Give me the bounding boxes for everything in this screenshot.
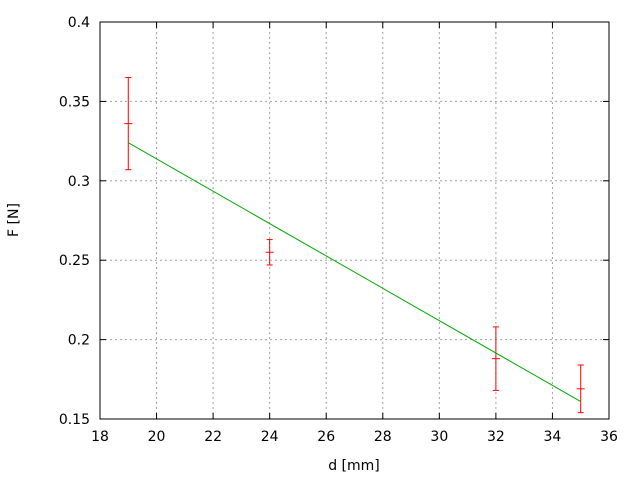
y-tick-label: 0.25 — [59, 253, 90, 269]
y-tick-label: 0.2 — [68, 333, 90, 349]
y-tick-label: 0.4 — [68, 15, 90, 31]
x-tick-label: 28 — [374, 429, 392, 445]
x-tick-label: 32 — [487, 429, 505, 445]
error-bar-point — [576, 364, 585, 414]
y-axis-label: F [N] — [6, 203, 22, 237]
x-tick-label: 24 — [261, 429, 279, 445]
y-tick-label: 0.3 — [68, 174, 90, 190]
error-bar-point — [265, 239, 274, 266]
grid — [99, 21, 610, 420]
series — [124, 77, 585, 414]
y-tick-label: 0.35 — [59, 94, 90, 110]
ticks: 18 20 22 24 26 28 30 32 34 36 0.15 0.2 0.25 0.3 0.35 0.… — [59, 15, 618, 445]
x-tick-label: 30 — [430, 429, 448, 445]
fit-line — [128, 142, 581, 402]
x-tick-label: 22 — [204, 429, 222, 445]
x-tick-label: 18 — [91, 429, 109, 445]
error-bar-point — [124, 77, 133, 171]
x-axis-label: d [mm] — [328, 458, 380, 474]
y-tick-label: 0.15 — [59, 412, 90, 428]
x-tick-label: 26 — [317, 429, 335, 445]
error-bar-point — [491, 326, 500, 391]
plot-border — [99, 21, 610, 420]
x-tick-label: 20 — [148, 429, 166, 445]
x-tick-label: 36 — [600, 429, 618, 445]
x-tick-label: 34 — [544, 429, 562, 445]
